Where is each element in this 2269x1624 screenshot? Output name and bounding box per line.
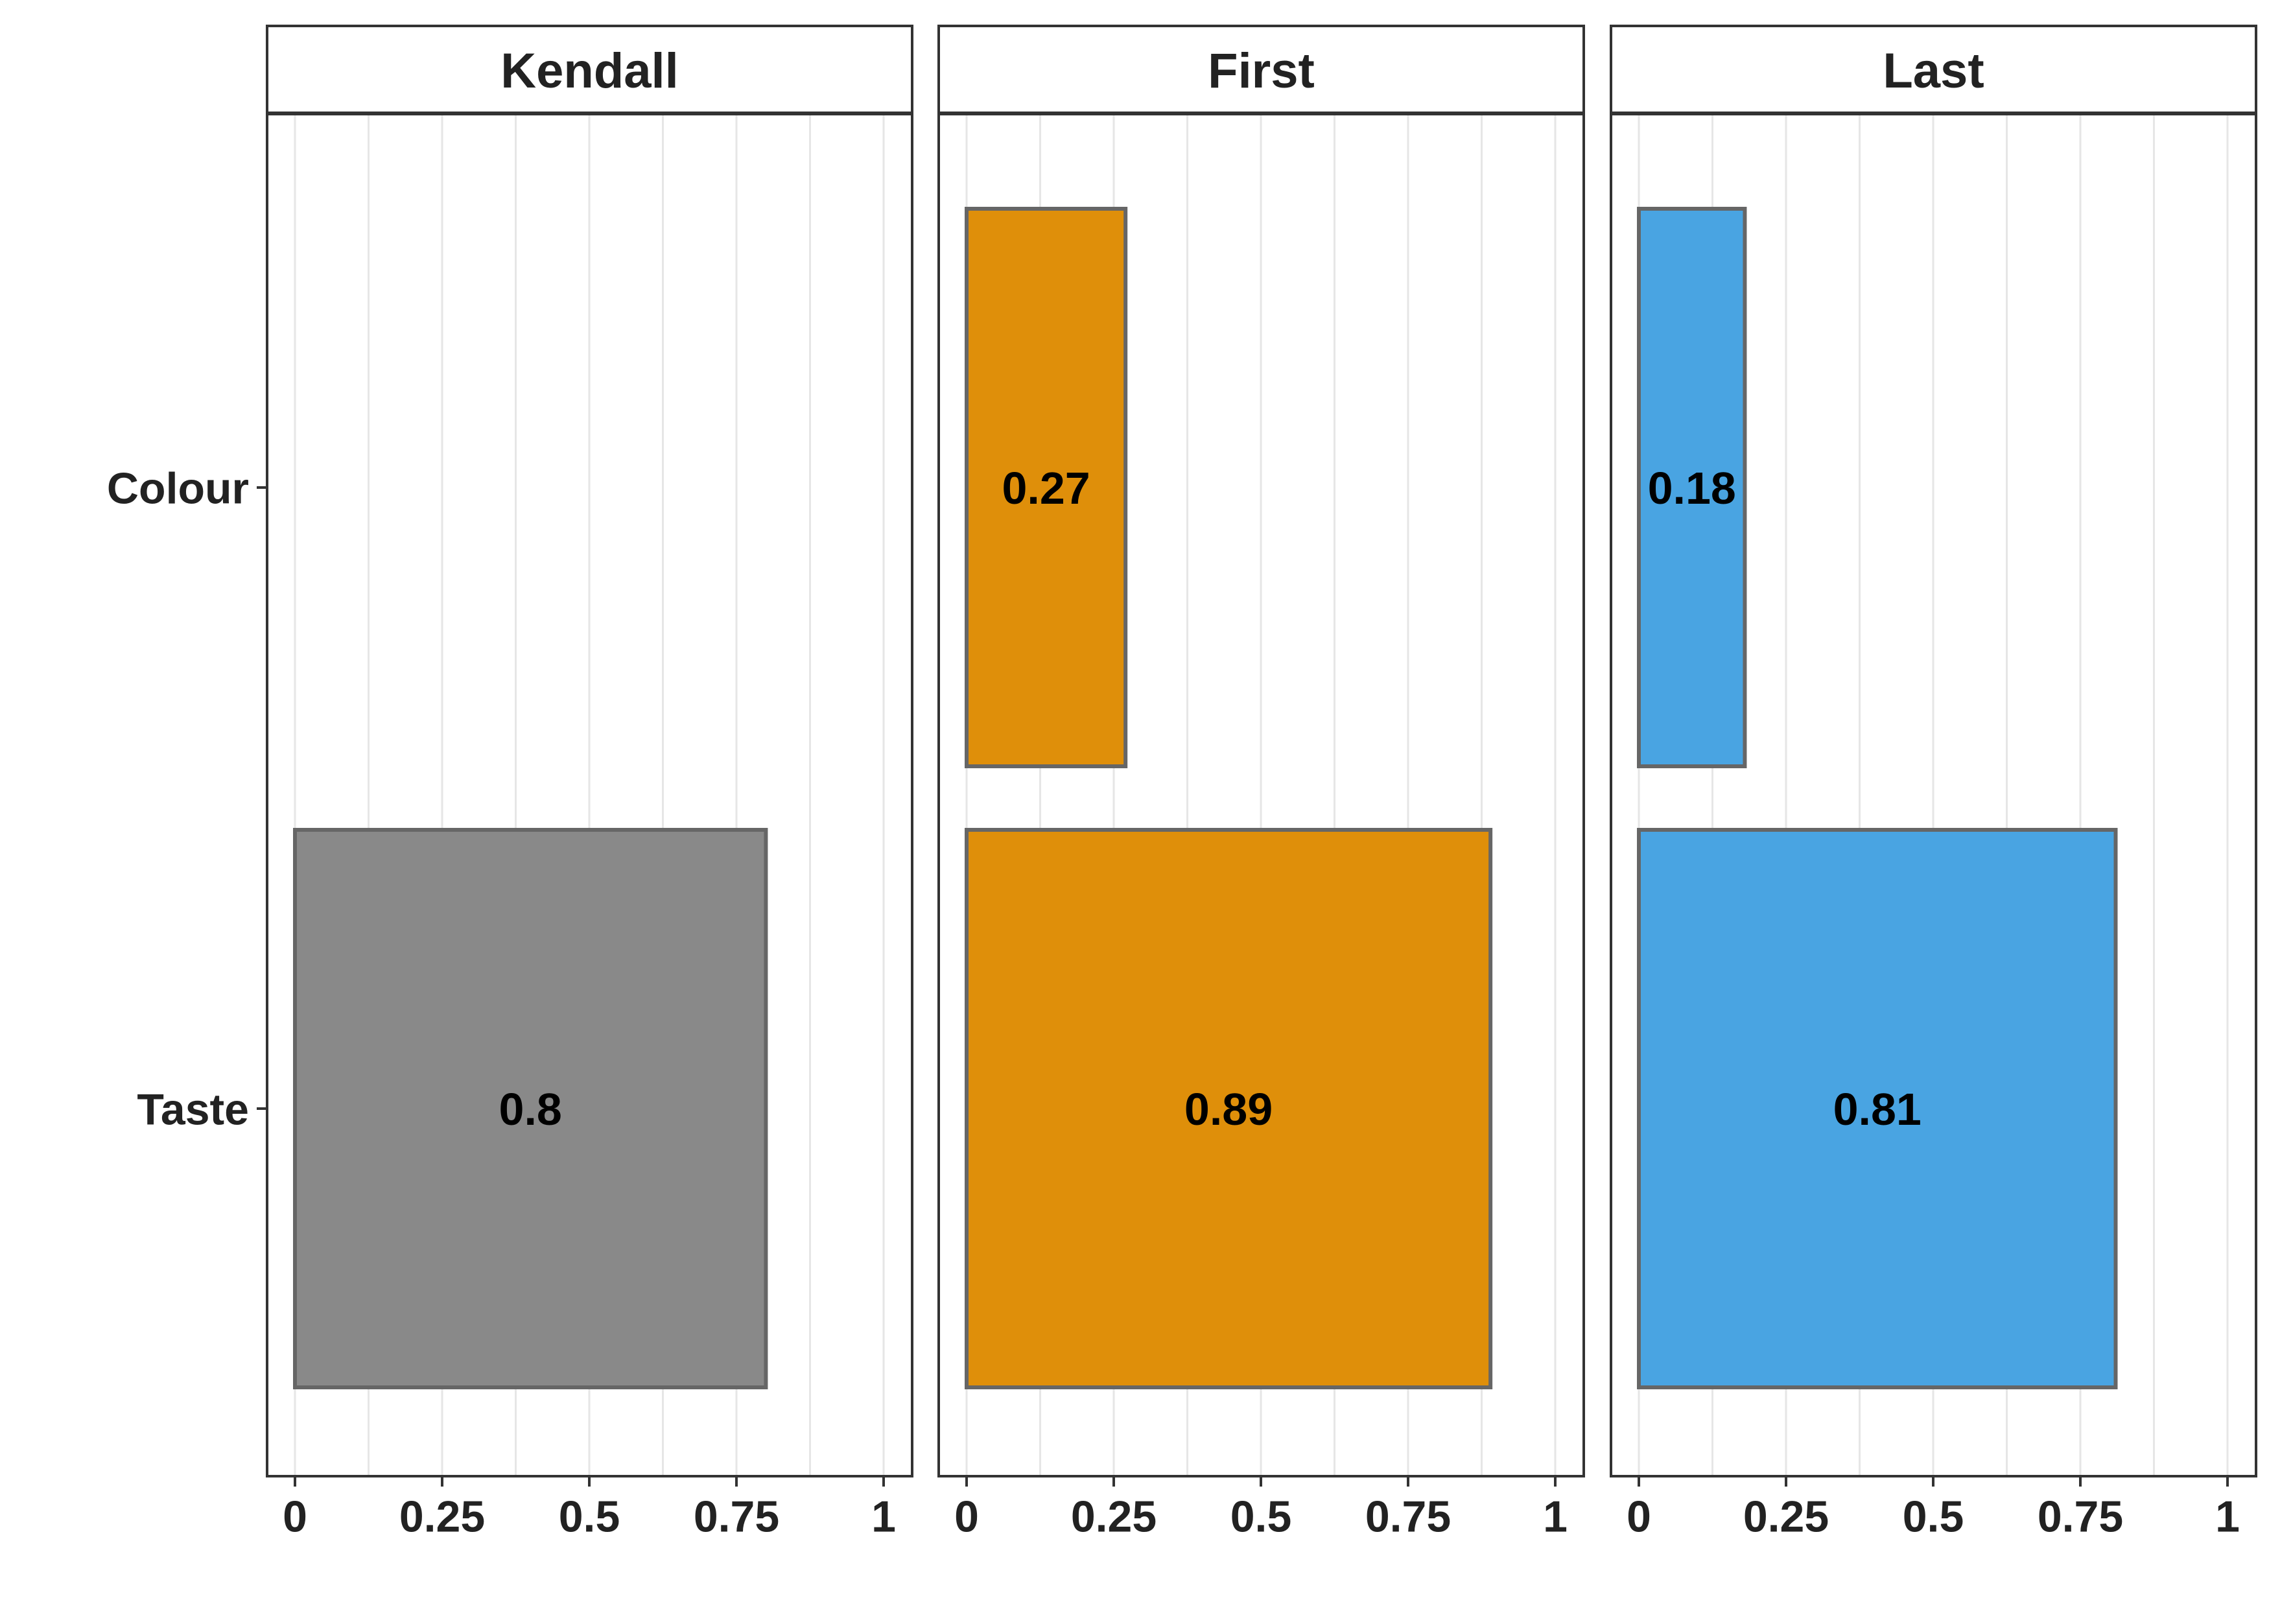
- x-tick-label: 0.5: [559, 1492, 620, 1541]
- x-tick-label: 1: [1543, 1492, 1568, 1541]
- facet-title-kendall: Kendall: [500, 43, 679, 99]
- x-tick-label: 0.75: [1365, 1492, 1451, 1541]
- data-label: 0.81: [1833, 1084, 1922, 1135]
- bar-kendall-taste: [293, 828, 768, 1389]
- y-tick-label-taste: Taste: [137, 1085, 249, 1134]
- bar-last-taste: [1637, 828, 2118, 1389]
- x-tick-label: 0.75: [694, 1492, 779, 1541]
- facet-title-first: First: [1208, 43, 1315, 99]
- x-tick-label: 0.25: [399, 1492, 485, 1541]
- data-label: 0.89: [1184, 1084, 1273, 1135]
- x-tick-label: 0.25: [1071, 1492, 1157, 1541]
- facet-title-last: Last: [1883, 43, 1984, 99]
- bar-first-colour: [965, 207, 1128, 768]
- x-tick-label: 0.75: [2038, 1492, 2123, 1541]
- x-tick-label: 0: [954, 1492, 979, 1541]
- x-tick-label: 0: [1627, 1492, 1651, 1541]
- x-tick-label: 0.5: [1903, 1492, 1964, 1541]
- x-tick-label: 0.5: [1230, 1492, 1292, 1541]
- bar-last-colour: [1637, 207, 1747, 768]
- bar-first-taste: [965, 828, 1493, 1389]
- facet-strip: [1610, 25, 2257, 115]
- facet-strip: [937, 25, 1585, 115]
- y-tick-label-colour: Colour: [107, 464, 249, 513]
- x-tick-label: 0.25: [1743, 1492, 1829, 1541]
- data-label: 0.8: [499, 1084, 562, 1135]
- x-tick-label: 1: [871, 1492, 896, 1541]
- data-label: 0.18: [1648, 463, 1736, 513]
- x-tick-label: 1: [2215, 1492, 2240, 1541]
- x-tick-label: 0: [283, 1492, 307, 1541]
- data-label: 0.27: [1002, 463, 1090, 513]
